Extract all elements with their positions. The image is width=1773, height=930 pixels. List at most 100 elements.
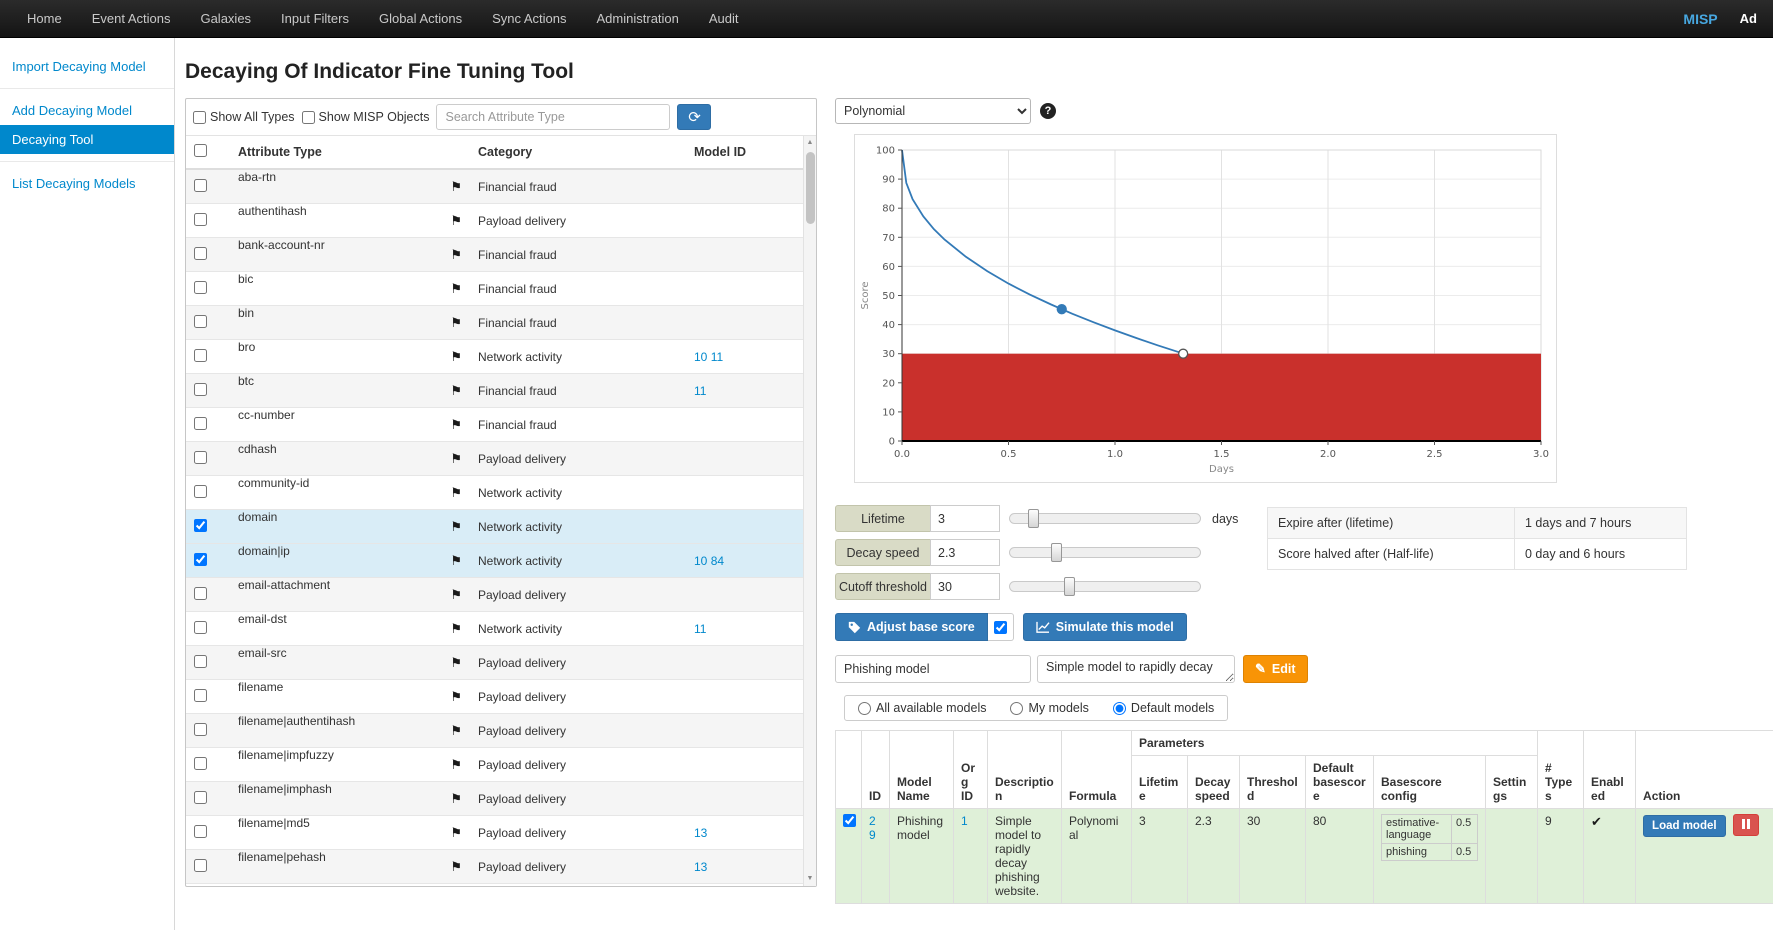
attribute-checkbox[interactable] [194,382,207,396]
pause-model-button[interactable] [1732,814,1759,836]
attribute-checkbox[interactable] [194,280,207,294]
flag-icon[interactable]: ⚑ [450,281,462,296]
adjust-base-score-checkbox[interactable] [993,620,1007,634]
radio-input-all-available-models[interactable] [858,701,871,715]
model-id-link[interactable]: 11 [694,621,707,636]
attribute-checkbox[interactable] [194,348,207,362]
flag-icon[interactable]: ⚑ [450,213,462,228]
model-id-link[interactable]: 10 [694,553,708,568]
model-id-link[interactable]: 11 [694,383,707,398]
flag-icon[interactable]: ⚑ [450,349,462,364]
attribute-checkbox[interactable] [194,246,207,260]
radio-my-models[interactable]: My models [1010,701,1089,715]
scrollbar-down-arrow[interactable]: ▼ [806,875,814,882]
attribute-checkbox[interactable] [194,620,207,634]
flag-icon[interactable]: ⚑ [450,519,462,534]
show-all-types-checkbox[interactable] [193,110,206,124]
attribute-checkbox[interactable] [194,416,207,430]
sidebar-item-add-decaying-model[interactable]: Add Decaying Model [12,103,132,118]
flag-icon[interactable]: ⚑ [450,621,462,636]
flag-icon[interactable]: ⚑ [450,655,462,670]
sidebar-item-list-decaying-models[interactable]: List Decaying Models [12,176,136,191]
attribute-checkbox[interactable] [194,722,207,736]
attribute-checkbox[interactable] [194,858,207,872]
show-misp-objects-checkbox[interactable] [301,110,315,124]
attribute-checkbox[interactable] [194,212,207,226]
nav-item-galaxies[interactable]: Galaxies [200,10,252,26]
radio-input-my-models[interactable] [1010,701,1024,715]
sidebar-item-decaying-tool[interactable]: Decaying Tool [0,125,174,154]
nav-item-audit[interactable]: Audit [708,10,739,26]
attribute-checkbox[interactable] [194,756,207,770]
load-model-button[interactable]: Load model [1643,814,1726,837]
org-id-link[interactable]: 1 [961,814,968,828]
flag-icon[interactable]: ⚑ [450,485,462,500]
lifetime-input[interactable] [930,505,1000,532]
flag-icon[interactable]: ⚑ [450,884,462,886]
attribute-checkbox[interactable] [194,654,207,668]
flag-icon[interactable]: ⚑ [450,179,462,194]
attribute-checkbox[interactable] [194,450,207,464]
attribute-checkbox[interactable] [194,790,207,804]
decay-speed-input[interactable] [930,539,1000,566]
nav-item-sync-actions[interactable]: Sync Actions [492,10,567,26]
flag-icon[interactable]: ⚑ [450,859,462,874]
show-all-types-toggle[interactable]: Show All Types [193,110,295,124]
nav-user-link[interactable]: Ad [1739,11,1757,26]
flag-icon[interactable]: ⚑ [450,417,462,432]
model-id-link[interactable]: 29 [869,814,876,842]
attribute-checkbox[interactable] [194,484,207,498]
attribute-checkbox[interactable] [194,314,207,328]
scrollbar-up-arrow[interactable]: ▲ [806,139,814,146]
decay-speed-slider[interactable] [1009,539,1201,566]
flag-icon[interactable]: ⚑ [450,723,462,738]
flag-icon[interactable]: ⚑ [450,315,462,330]
scrollbar[interactable]: ▲ ▼ [803,136,816,886]
model-row-checkbox[interactable] [843,814,856,827]
search-attribute-input[interactable] [436,104,671,130]
simulate-model-button[interactable]: Simulate this model [1022,613,1187,641]
radio-input-default-models[interactable] [1112,701,1126,715]
sidebar-item-import-decaying-model[interactable]: Import Decaying Model [12,59,146,74]
radio-default-models[interactable]: Default models [1112,701,1214,715]
flag-icon[interactable]: ⚑ [450,247,462,262]
scrollbar-thumb[interactable] [806,152,815,224]
attribute-checkbox[interactable] [194,824,207,838]
flag-icon[interactable]: ⚑ [450,553,462,568]
select-all-checkbox[interactable] [194,144,207,157]
attribute-checkbox[interactable] [194,688,207,702]
model-id-link[interactable]: 11 [710,349,724,364]
attribute-checkbox[interactable] [194,178,207,192]
flag-icon[interactable]: ⚑ [450,587,462,602]
nav-item-home[interactable]: Home [27,10,62,26]
model-id-link[interactable]: 13 [694,825,708,840]
adjust-base-score-button[interactable]: Adjust base score [835,613,988,641]
cutoff-threshold-input[interactable] [930,573,1000,600]
flag-icon[interactable]: ⚑ [450,689,462,704]
help-icon[interactable]: ? [1040,103,1056,119]
show-misp-objects-toggle[interactable]: Show MISP Objects [301,110,429,124]
attribute-checkbox[interactable] [194,552,207,566]
model-description-textarea[interactable]: Simple model to rapidly decay [1037,655,1235,683]
nav-item-administration[interactable]: Administration [596,10,679,26]
edit-model-button[interactable]: ✎ Edit [1243,655,1308,683]
cutoff-threshold-slider[interactable] [1009,573,1201,600]
flag-icon[interactable]: ⚑ [450,451,462,466]
model-id-link[interactable]: 10 [694,349,708,364]
formula-select[interactable]: Polynomial [835,98,1031,124]
model-id-link[interactable]: 84 [710,553,725,568]
nav-item-input-filters[interactable]: Input Filters [281,10,349,26]
attribute-checkbox[interactable] [194,586,207,600]
misp-brand[interactable]: MISP [1683,10,1718,27]
lifetime-slider[interactable] [1009,505,1201,532]
nav-item-global-actions[interactable]: Global Actions [378,10,463,26]
flag-icon[interactable]: ⚑ [450,791,462,806]
radio-all-available-models[interactable]: All available models [858,701,986,715]
nav-item-event-actions[interactable]: Event Actions [91,10,171,26]
model-id-link[interactable]: 13 [694,859,708,874]
model-name-input[interactable] [835,655,1031,683]
flag-icon[interactable]: ⚑ [450,383,462,398]
attribute-checkbox[interactable] [194,518,207,532]
flag-icon[interactable]: ⚑ [450,757,462,772]
refresh-button[interactable]: ⟳ [677,104,712,130]
